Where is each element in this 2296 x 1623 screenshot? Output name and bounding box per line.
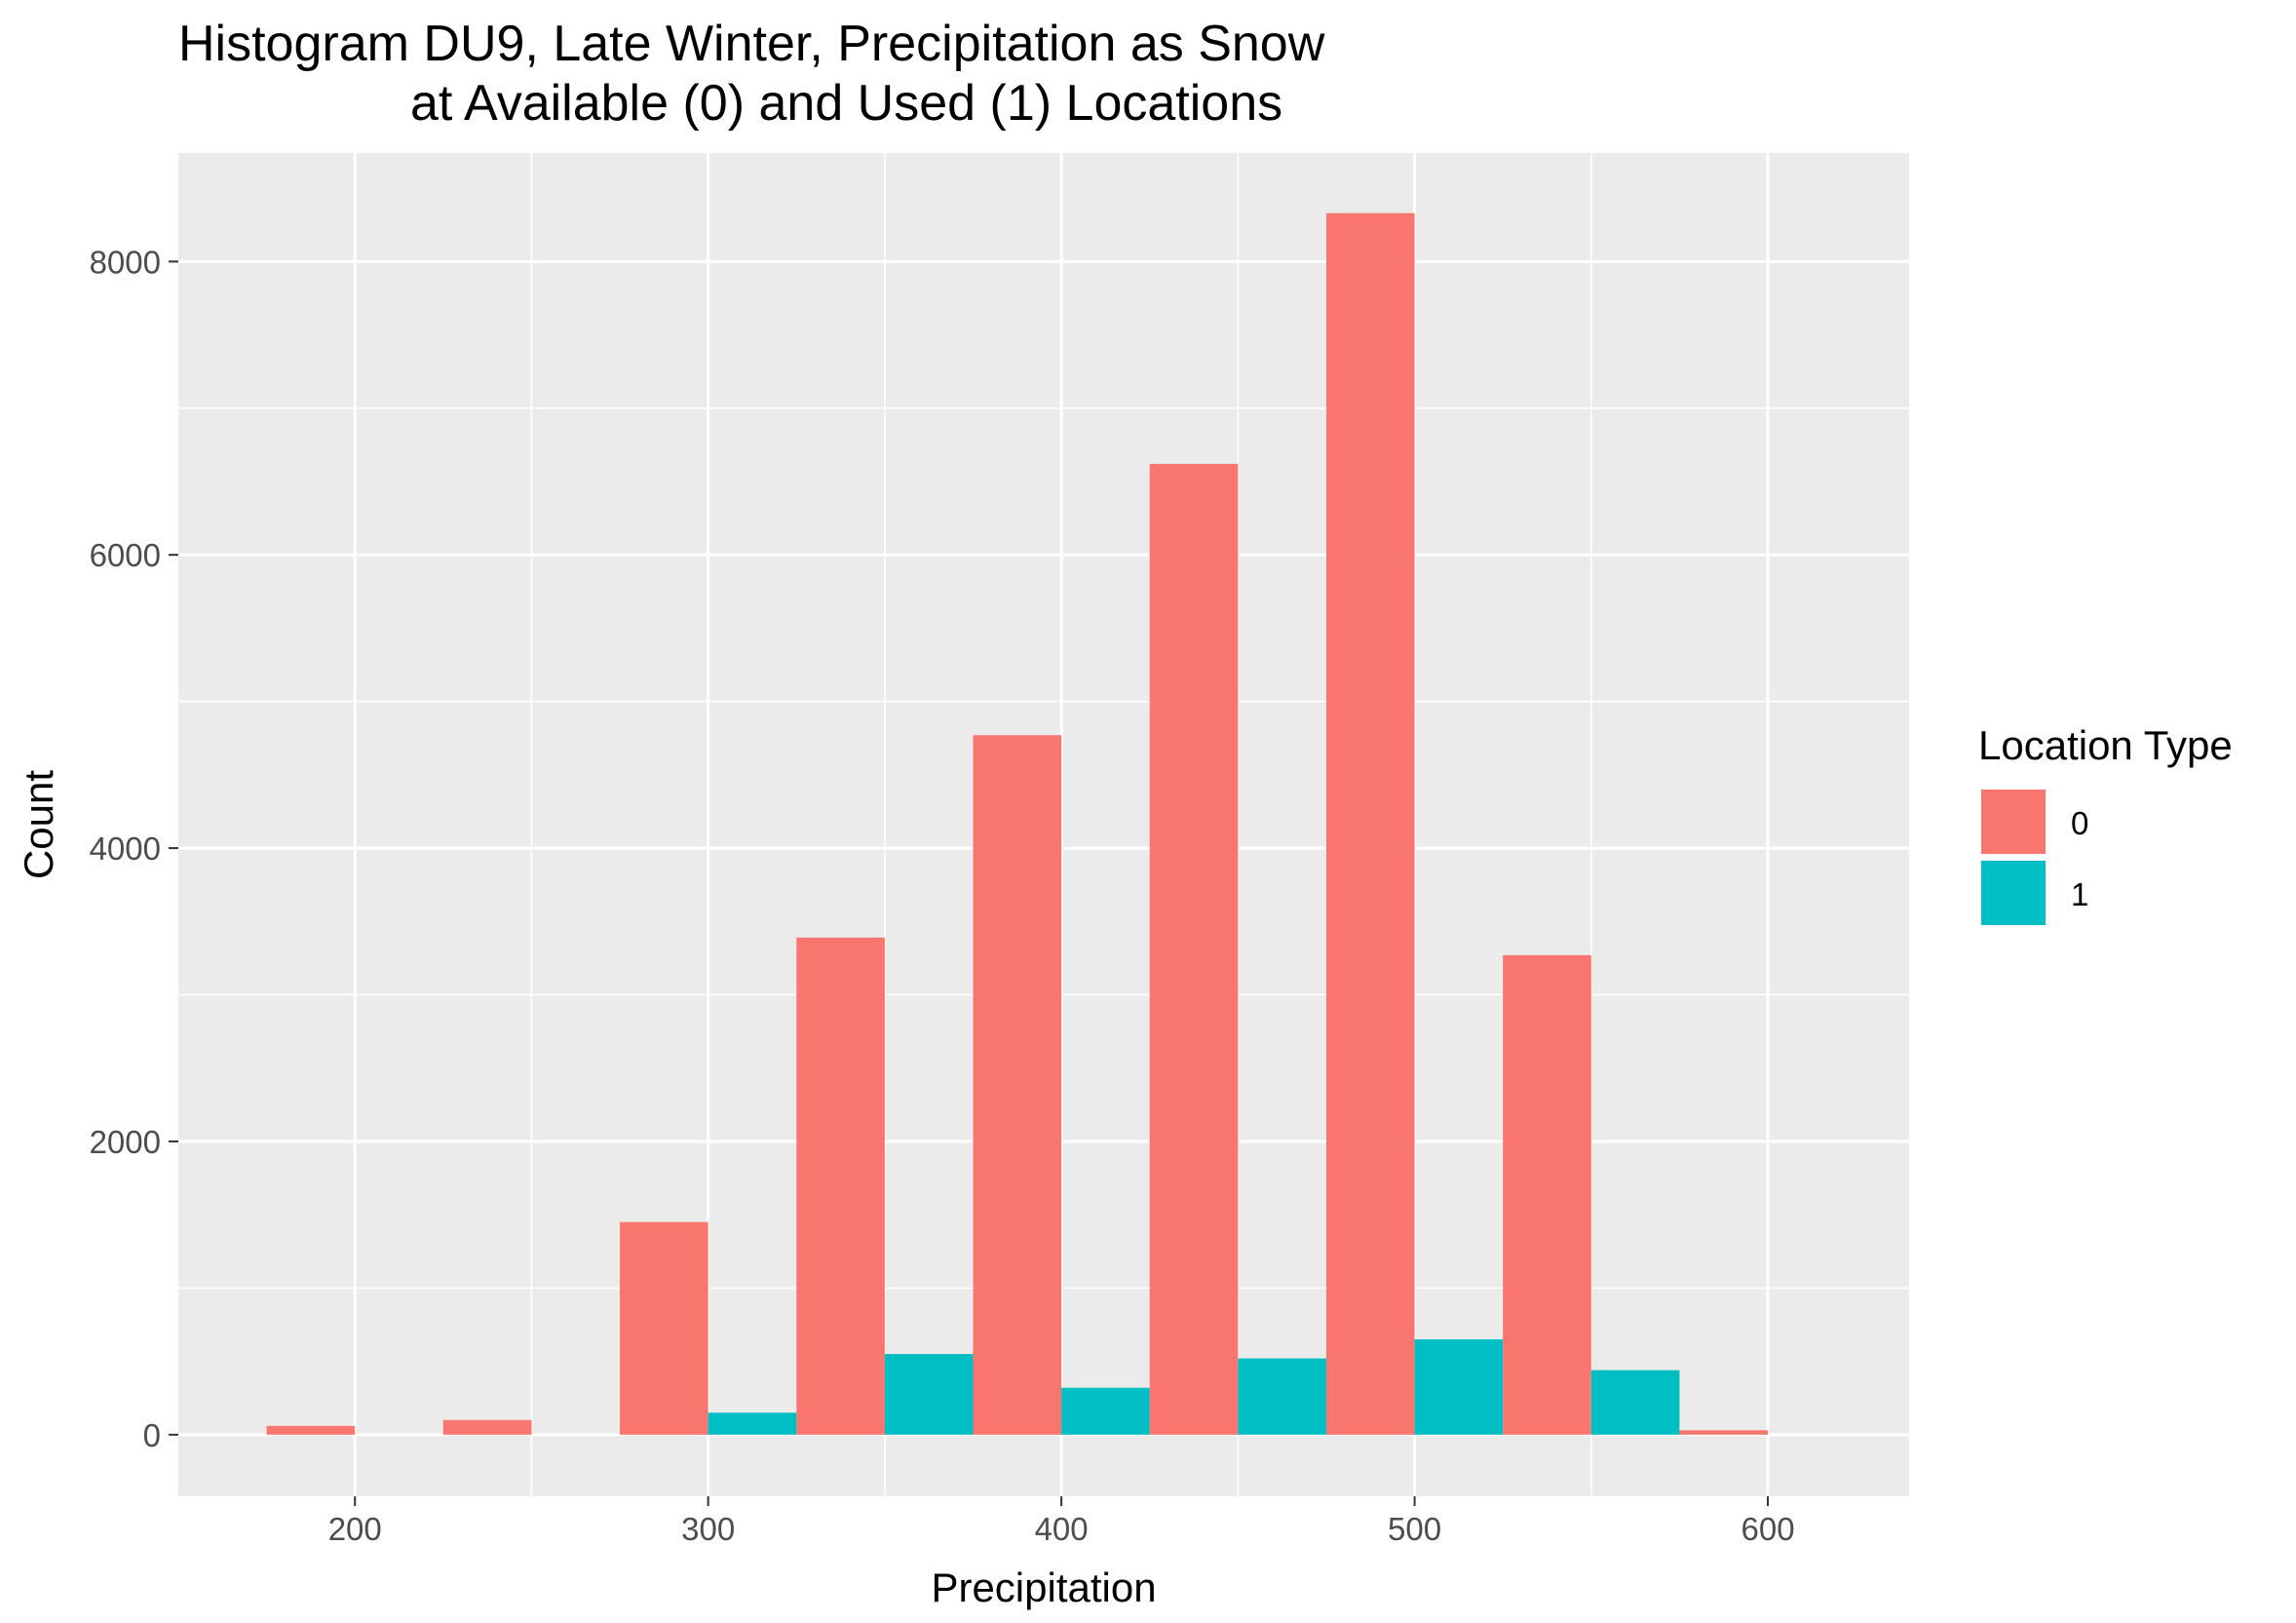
legend-label-1: 1 [2071,876,2088,912]
bars [266,213,1769,1435]
bar-series-1 [1590,1370,1680,1435]
bar-series-0 [266,1425,356,1435]
bar-series-0 [1679,1430,1769,1435]
x-tick-label: 300 [681,1511,735,1547]
chart-title-line-2: at Available (0) and Used (1) Locations [410,75,1282,132]
bar-series-0 [620,1221,708,1435]
y-axis-title: Count [16,770,61,879]
bar-series-1 [708,1412,797,1435]
legend: Location Type 0 1 [1978,722,2233,925]
bar-series-0 [796,937,885,1435]
legend-key-1 [1981,861,2046,925]
legend-key-0 [1981,790,2046,854]
bar-series-0 [973,735,1062,1435]
bar-series-1 [1238,1358,1326,1435]
bar-series-1 [1414,1339,1504,1435]
y-tick-label: 2000 [90,1124,161,1160]
legend-title: Location Type [1978,722,2233,768]
bar-series-0 [442,1419,532,1435]
legend-label-0: 0 [2071,805,2088,841]
chart-title-line-1: Histogram DU9, Late Winter, Precipitatio… [178,16,1325,72]
bar-series-1 [1061,1387,1150,1435]
x-tick-label: 400 [1035,1511,1089,1547]
x-tick-label: 200 [328,1511,382,1547]
y-tick-label: 8000 [90,244,161,280]
y-tick-label: 6000 [90,537,161,573]
bar-series-1 [884,1354,974,1435]
bar-series-0 [1503,954,1591,1435]
x-axis-title: Precipitation [931,1565,1156,1610]
bar-series-0 [1325,213,1415,1435]
y-tick-label: 0 [143,1417,161,1453]
y-tick-label: 4000 [90,831,161,867]
x-tick-label: 500 [1388,1511,1441,1547]
x-tick-label: 600 [1741,1511,1794,1547]
bar-series-0 [1149,463,1239,1435]
